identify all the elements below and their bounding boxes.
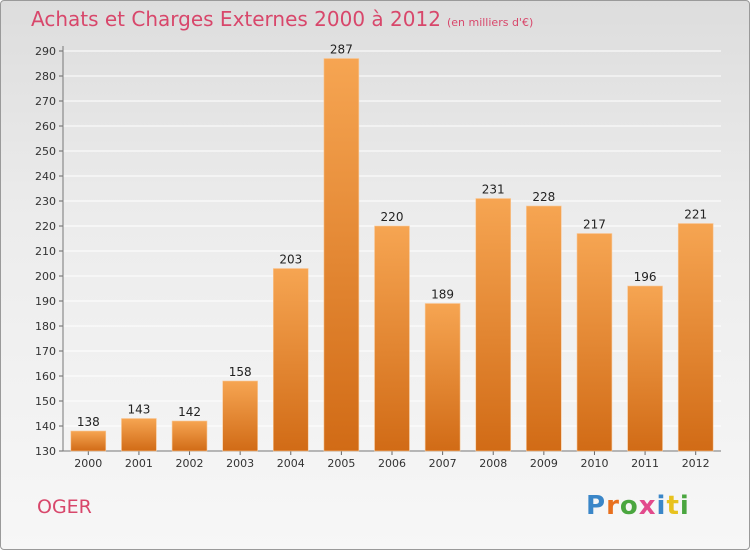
- x-tick-label: 2002: [176, 457, 204, 470]
- y-tick-label: 130: [35, 445, 56, 458]
- value-label-2006: 220: [381, 210, 404, 224]
- commune-name: OGER: [37, 496, 92, 518]
- y-tick-label: 180: [35, 320, 56, 333]
- bar-2010: [576, 233, 613, 452]
- y-tick-label: 280: [35, 70, 56, 83]
- x-tick-label: 2012: [682, 457, 710, 470]
- value-label-2001: 143: [127, 403, 150, 417]
- x-tick-label: 2011: [631, 457, 659, 470]
- value-label-2005: 287: [330, 43, 353, 57]
- y-tick-label: 190: [35, 295, 56, 308]
- logo-letter: i: [679, 491, 690, 521]
- chart-unit: (en milliers d'€): [446, 16, 534, 29]
- x-tick-label: 2008: [479, 457, 507, 470]
- bar-2006: [374, 225, 410, 452]
- logo-letter: P: [586, 491, 607, 521]
- chart-title: Achats et Charges Externes 2000 à 2012 (e…: [31, 7, 533, 31]
- value-label-2007: 189: [431, 288, 454, 302]
- y-tick-labels: 130 140 150 160 170 180 190 200 210 220 230 240 250 2…: [35, 45, 56, 458]
- value-label-2009: 228: [532, 190, 555, 204]
- value-label-2012: 221: [684, 208, 707, 222]
- y-tick-label: 250: [35, 145, 56, 158]
- x-tick-label: 2001: [125, 457, 153, 470]
- y-tick-label: 230: [35, 195, 56, 208]
- proxiti-logo: Proxiti: [586, 491, 690, 521]
- value-label-2011: 196: [634, 270, 657, 284]
- y-tick-label: 150: [35, 395, 56, 408]
- bar-2000: [70, 430, 107, 452]
- value-label-2000: 138: [77, 415, 100, 429]
- x-tick-labels: 2000 2001 2002 2003 2004 2005 2006 2007 2008 2009…: [74, 457, 709, 470]
- logo-letter: o: [619, 491, 639, 521]
- value-label-2008: 231: [482, 183, 505, 197]
- bar-2012: [677, 223, 714, 452]
- bar-2004: [273, 268, 309, 452]
- y-tick-label: 140: [35, 420, 56, 433]
- y-tick-label: 160: [35, 370, 56, 383]
- x-tick-label: 2004: [277, 457, 305, 470]
- x-tick-label: 2000: [74, 457, 102, 470]
- x-tick-label: 2005: [327, 457, 355, 470]
- value-label-2004: 203: [279, 253, 302, 267]
- y-tick-label: 270: [35, 95, 56, 108]
- y-tick-label: 170: [35, 345, 56, 358]
- y-tick-label: 220: [35, 220, 56, 233]
- logo-letter: i: [656, 491, 667, 521]
- logo-letter: r: [606, 491, 620, 521]
- value-label-2003: 158: [229, 365, 252, 379]
- x-tick-label: 2003: [226, 457, 254, 470]
- bar-2005: [323, 58, 360, 452]
- x-tick-label: 2009: [530, 457, 558, 470]
- x-tick-label: 2007: [429, 457, 457, 470]
- logo-letter: t: [666, 491, 680, 521]
- bar-2003: [222, 380, 258, 452]
- y-tick-label: 260: [35, 120, 56, 133]
- bar-2007: [424, 303, 461, 452]
- bar-2009: [526, 205, 562, 452]
- bars: [70, 58, 714, 452]
- x-tick-label: 2010: [580, 457, 608, 470]
- y-tick-label: 290: [35, 45, 56, 58]
- bar-2001: [121, 418, 157, 452]
- chart-title-text: Achats et Charges Externes 2000 à 2012: [31, 7, 441, 31]
- value-label-2002: 142: [178, 405, 201, 419]
- value-label-2010: 217: [583, 218, 606, 232]
- bar-2011: [627, 285, 663, 452]
- y-tick-label: 240: [35, 170, 56, 183]
- value-labels: 138 143 142 158 203 287 220 189 231 228 217 196 221: [77, 43, 707, 430]
- bar-2008: [475, 198, 511, 452]
- y-tick-label: 200: [35, 270, 56, 283]
- bar-2002: [171, 420, 208, 452]
- x-tick-label: 2006: [378, 457, 406, 470]
- y-tick-label: 210: [35, 245, 56, 258]
- logo-letter: x: [638, 491, 657, 521]
